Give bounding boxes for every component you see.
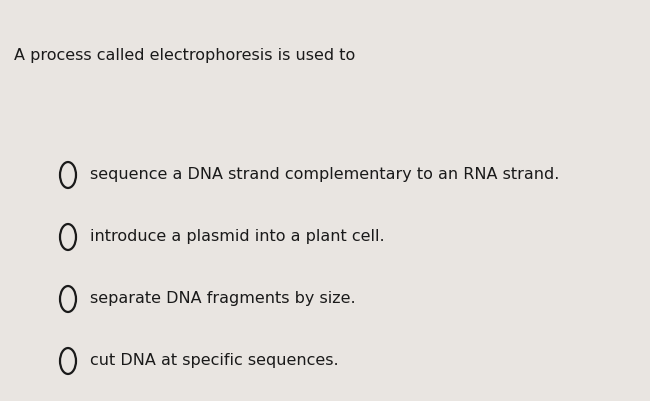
Text: separate DNA fragments by size.: separate DNA fragments by size. [90, 292, 356, 306]
Text: cut DNA at specific sequences.: cut DNA at specific sequences. [90, 354, 339, 369]
Text: A process called electrophoresis is used to: A process called electrophoresis is used… [14, 48, 356, 63]
Text: sequence a DNA strand complementary to an RNA strand.: sequence a DNA strand complementary to a… [90, 168, 560, 182]
Text: introduce a plasmid into a plant cell.: introduce a plasmid into a plant cell. [90, 229, 385, 245]
